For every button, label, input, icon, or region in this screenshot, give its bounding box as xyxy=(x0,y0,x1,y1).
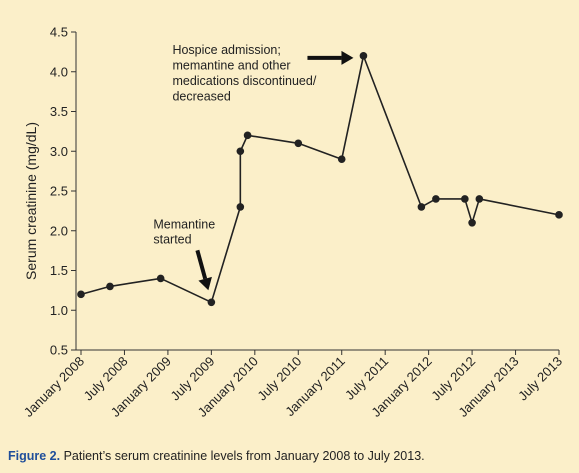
annotation-line: medications discontinued/ xyxy=(172,74,316,88)
annotation-line: Hospice admission; xyxy=(172,43,280,57)
line-chart: 0.5 1.0 1.5 2.0 2.5 3.0 3.5 4.0 4.5 January 2008 J… xyxy=(21,25,565,420)
annotation-line: decreased xyxy=(172,89,230,103)
y-tick-label: 0.5 xyxy=(50,343,68,358)
data-point xyxy=(77,290,85,299)
data-point xyxy=(207,298,216,307)
y-tick-label: 1.5 xyxy=(50,263,68,278)
annotation-memantine: Memantine started xyxy=(153,217,215,246)
data-point xyxy=(156,274,165,283)
y-tick-label: 2.0 xyxy=(50,223,68,238)
data-point xyxy=(243,131,252,140)
y-axis-title: Serum creatinine (mg/dL) xyxy=(23,122,39,280)
data-point xyxy=(337,155,346,163)
annotation-arrow-hospice-head xyxy=(341,50,354,65)
annotation-line: started xyxy=(153,232,191,246)
y-tick-label: 4.5 xyxy=(50,25,68,40)
y-tick-label: 2.5 xyxy=(50,184,68,199)
annotation-arrow-memantine-head xyxy=(198,276,212,291)
data-point xyxy=(475,195,484,203)
caption-label: Figure 2. xyxy=(8,449,61,463)
data-point xyxy=(461,195,469,203)
y-tick-label: 4.0 xyxy=(50,64,68,79)
data-point xyxy=(236,147,245,156)
y-tick-label: 1.0 xyxy=(50,303,68,318)
y-tick-label: 3.5 xyxy=(50,104,68,119)
chart-area: 0.5 1.0 1.5 2.0 2.5 3.0 3.5 4.0 4.5 January 2008 J… xyxy=(20,24,566,420)
x-tick-label: January 2008 xyxy=(21,354,87,420)
data-point xyxy=(432,195,440,203)
data-point xyxy=(555,211,563,219)
annotation-hospice: Hospice admission; memantine and other med… xyxy=(172,43,316,104)
data-point xyxy=(106,282,114,291)
data-point xyxy=(468,219,476,227)
series-line xyxy=(80,55,560,304)
data-point xyxy=(359,52,368,60)
annotation-line: memantine and other xyxy=(172,58,290,72)
data-point xyxy=(417,203,426,211)
annotation-line: Memantine xyxy=(153,217,215,231)
caption-text: Patient’s serum creatinine levels from J… xyxy=(60,449,425,463)
x-tick-label: July 2013 xyxy=(515,354,565,404)
annotation-arrow-memantine-shaft xyxy=(195,249,208,280)
data-point xyxy=(236,203,245,211)
figure-caption: Figure 2. Patient’s serum creatinine lev… xyxy=(8,449,425,463)
y-tick-label: 3.0 xyxy=(50,144,68,159)
data-point xyxy=(294,139,303,148)
